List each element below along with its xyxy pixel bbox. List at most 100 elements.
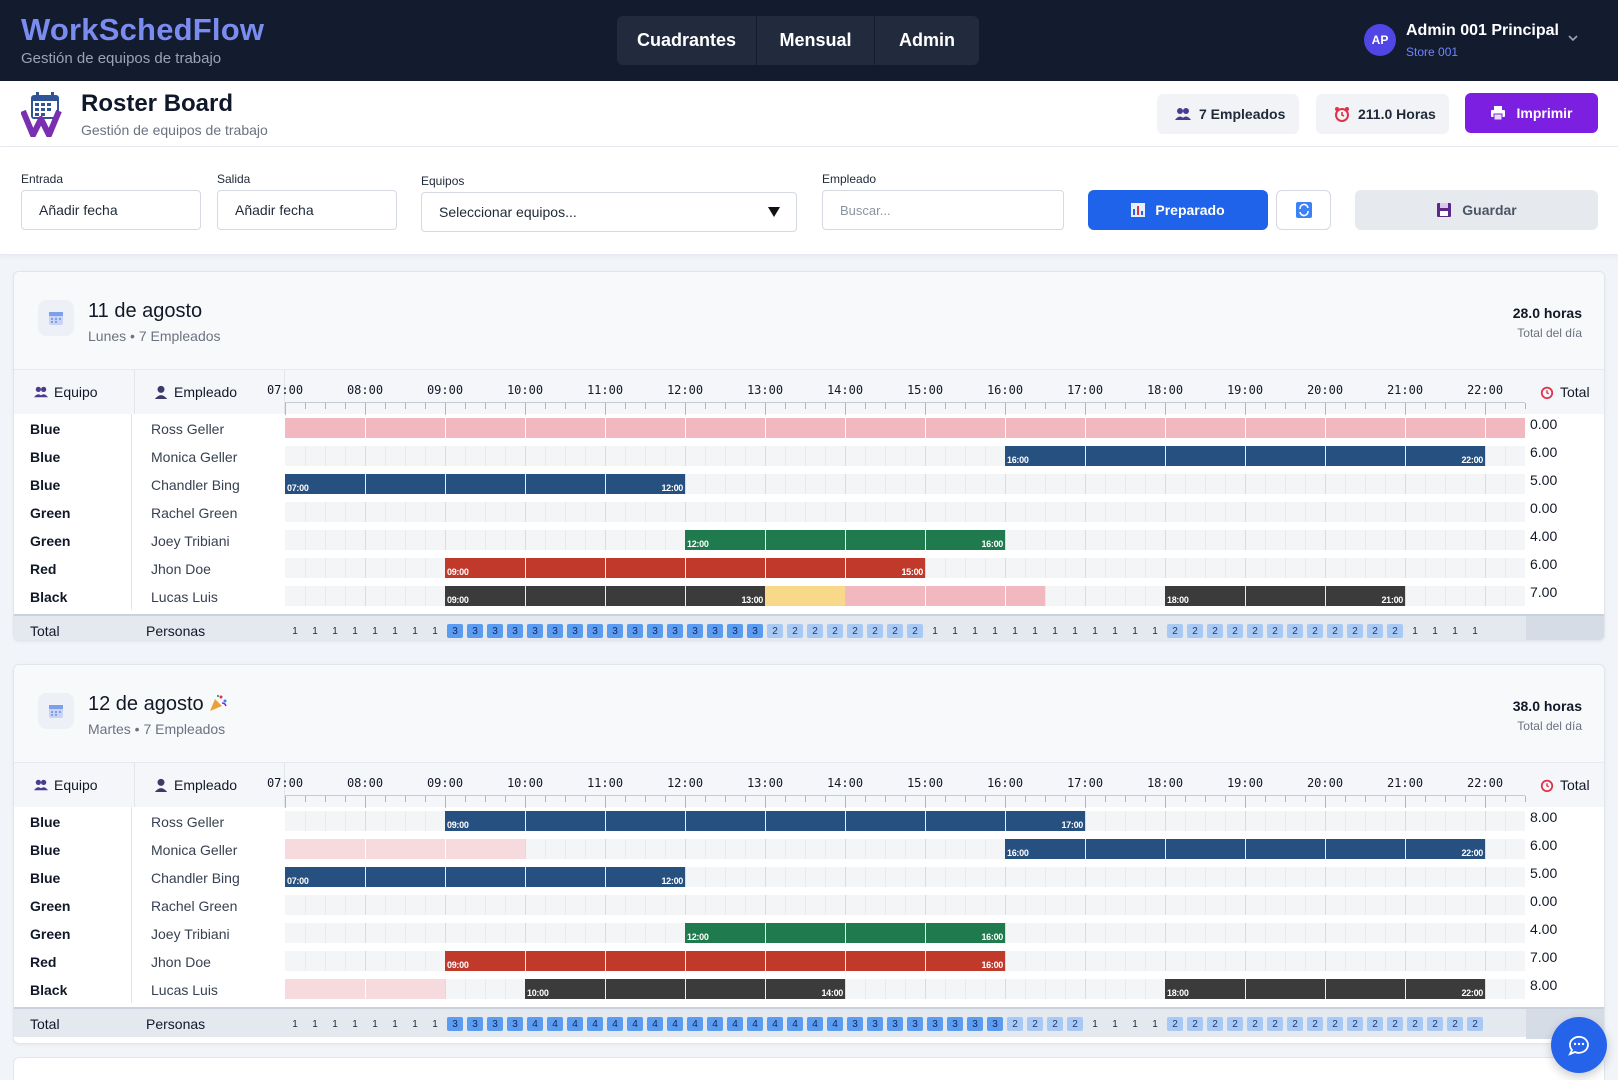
nav-cuadrantes[interactable]: Cuadrantes [617,16,757,65]
slot-divider [1485,474,1486,494]
slot-divider [885,474,886,494]
employee-name[interactable]: Rachel Green [151,898,238,914]
schedule-lane[interactable]: 07:00 12:00 [285,474,1525,494]
employee-name[interactable]: Monica Geller [151,842,238,858]
slot-divider [1245,923,1246,943]
prepared-button[interactable]: Preparado [1088,190,1268,230]
staff-count: 1 [1432,625,1438,637]
schedule-lane[interactable] [285,418,1525,438]
employee-name[interactable]: Monica Geller [151,449,238,465]
schedule-lane[interactable]: 09:00 16:00 [285,951,1525,971]
ruler-tick [865,796,866,802]
schedule-lane[interactable]: 10:00 14:00 18:00 22:00 [285,979,1525,999]
absence-block[interactable] [285,839,525,859]
hours-count: 211.0 Horas [1358,106,1436,122]
slot-divider [1385,811,1386,831]
nav-mensual[interactable]: Mensual [757,16,875,65]
employee-name[interactable]: Jhon Doe [151,954,211,970]
slot-divider [1065,923,1066,943]
shift-block[interactable]: 09:00 15:00 [445,558,925,578]
shift-block[interactable]: 18:00 22:00 [1165,979,1485,999]
schedule-lane[interactable]: 16:00 22:00 [285,446,1525,466]
app-title[interactable]: WorkSchedFlow [21,12,265,47]
save-button[interactable]: Guardar [1355,190,1598,230]
employee-name[interactable]: Joey Tribiani [151,533,230,549]
shift-block[interactable]: 09:00 17:00 [445,811,1085,831]
schedule-lane[interactable]: 07:00 12:00 [285,867,1525,887]
slot-divider [1445,811,1446,831]
nav-admin[interactable]: Admin [899,30,955,50]
ruler-tick [865,403,866,409]
employee-name[interactable]: Rachel Green [151,505,238,521]
slot-divider [1445,895,1446,915]
schedule-lane[interactable]: 12:00 16:00 [285,530,1525,550]
slot-divider [565,530,566,550]
slot-divider [1385,923,1386,943]
schedule-lane[interactable] [285,502,1525,522]
column-header-team[interactable]: Equipo [34,763,98,807]
employee-name[interactable]: Ross Geller [151,814,225,830]
employee-search-input[interactable]: Buscar... [822,190,1064,230]
hour-divider [925,530,926,550]
shift-block[interactable]: 09:00 16:00 [445,951,1005,971]
staff-count: 3 [887,1017,903,1031]
employee-name[interactable]: Lucas Luis [151,982,218,998]
slot-divider [565,895,566,915]
employee-name[interactable]: Chandler Bing [151,477,240,493]
column-header-employee[interactable]: Empleado [154,370,237,414]
equipos-select[interactable]: Seleccionar equipos... [421,192,797,232]
hour-label: 12:00 [666,776,704,790]
salida-date-input[interactable]: Añadir fecha [217,190,397,230]
absence-block[interactable] [845,586,1045,606]
day-title-text: 12 de agosto [88,693,204,715]
chat-button[interactable] [1551,1017,1607,1073]
row-total-hours: 5.00 [1530,865,1558,881]
avatar[interactable]: AP [1364,24,1396,56]
slot-divider [1145,867,1146,887]
column-header-team[interactable]: Equipo [34,370,98,414]
shift-block[interactable]: 12:00 16:00 [685,923,1005,943]
schedule-lane[interactable]: 09:00 13:00 18:00 21:00 [285,586,1525,606]
column-header-total[interactable]: Total [1540,370,1590,414]
slot-divider [1205,530,1206,550]
absence-block[interactable] [285,979,445,999]
column-header-total[interactable]: Total [1540,763,1590,807]
shift-block[interactable]: 16:00 22:00 [1005,446,1485,466]
schedule-lane[interactable] [285,895,1525,915]
shift-block[interactable]: 16:00 22:00 [1005,839,1485,859]
schedule-lane[interactable]: 09:00 17:00 [285,811,1525,831]
schedule-lane[interactable]: 16:00 22:00 [285,839,1525,859]
hour-divider [685,979,686,999]
print-button[interactable]: Imprimir [1465,93,1598,133]
shift-block[interactable]: 07:00 12:00 [285,867,685,887]
column-header-employee[interactable]: Empleado [154,763,237,807]
slot-divider [745,446,746,466]
row-total-hours: 0.00 [1530,416,1558,432]
employee-name[interactable]: Chandler Bing [151,870,240,886]
break-block[interactable] [765,586,845,606]
slot-divider [1365,867,1366,887]
column-header-employee-label: Empleado [174,777,238,793]
ruler-tick [1085,403,1086,415]
schedule-lane[interactable]: 09:00 15:00 [285,558,1525,578]
shift-block[interactable]: 09:00 13:00 [445,586,765,606]
slot-divider [1105,923,1106,943]
slot-divider [905,895,906,915]
employee-name[interactable]: Lucas Luis [151,589,218,605]
row-total-hours: 0.00 [1530,500,1558,516]
absence-block[interactable] [285,418,1525,438]
refresh-button[interactable] [1276,190,1331,230]
employee-name[interactable]: Joey Tribiani [151,926,230,942]
user-name[interactable]: Admin 001 Principal [1406,22,1559,39]
chevron-down-icon[interactable] [1567,32,1579,44]
shift-block[interactable]: 18:00 21:00 [1165,586,1405,606]
shift-block[interactable]: 10:00 14:00 [525,979,845,999]
shift-block[interactable]: 12:00 16:00 [685,530,1005,550]
entrada-date-input[interactable]: Añadir fecha [21,190,201,230]
ruler-tick [1505,403,1506,409]
schedule-lane[interactable]: 12:00 16:00 [285,923,1525,943]
employee-name[interactable]: Ross Geller [151,421,225,437]
shift-block[interactable]: 07:00 12:00 [285,474,685,494]
hour-divider [1405,446,1406,466]
employee-name[interactable]: Jhon Doe [151,561,211,577]
